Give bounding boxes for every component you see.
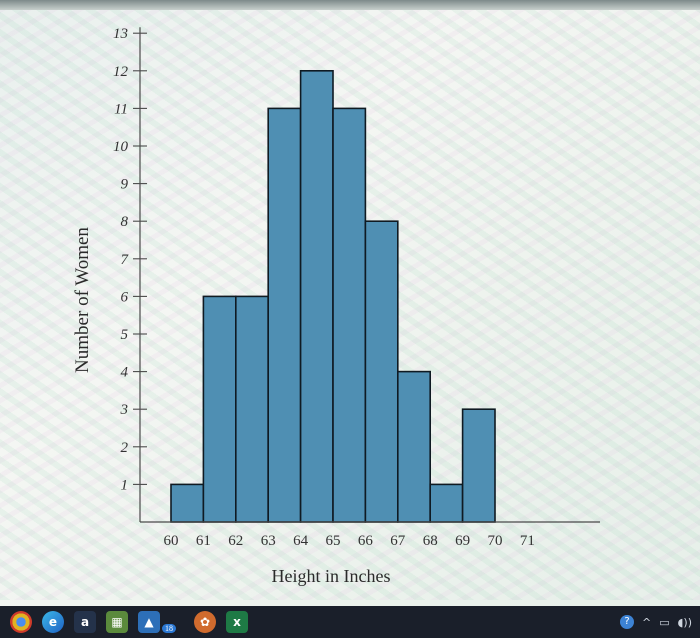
histogram-bar-68-69 (429, 483, 464, 523)
y-tick-label: 10 (113, 139, 129, 155)
histogram-bar-66-67 (364, 220, 399, 523)
y-tick-label: 2 (121, 440, 129, 456)
x-tick-label: 68 (423, 533, 438, 549)
y-tick-label: 8 (121, 214, 129, 230)
histogram-bar-65-66 (332, 107, 367, 523)
y-tick-label: 1 (121, 477, 129, 493)
x-tick-label: 61 (196, 533, 211, 549)
y-tick-label: 13 (113, 26, 128, 42)
speaker-icon[interactable]: ◖)) (677, 615, 692, 629)
photos-icon[interactable]: ▲ (138, 611, 160, 633)
y-tick-label: 9 (121, 177, 129, 193)
excel-icon[interactable]: x (226, 611, 248, 633)
y-tick-label: 11 (114, 101, 128, 117)
y-tick-label: 6 (121, 289, 129, 305)
x-tick-label: 70 (488, 533, 503, 549)
x-tick-label: 66 (358, 533, 374, 549)
x-tick-label: 71 (520, 533, 535, 549)
x-ticks-group: 60 61 62 63 64 65 66 67 68 69 70 71 (164, 533, 535, 549)
histogram-bar-61-62 (202, 295, 237, 523)
x-tick-label: 69 (455, 533, 470, 549)
minecraft-icon[interactable]: ▦ (106, 611, 128, 633)
system-tray: ? ^ ▭ ◖)) (619, 615, 700, 629)
y-tick-label: 12 (113, 64, 129, 80)
help-icon[interactable]: ? (619, 615, 634, 629)
taskbar-apps: e a ▦ ▲ 18 ✿ x (0, 611, 248, 633)
badge-icon[interactable]: ✿ (194, 611, 216, 633)
x-tick-label: 67 (390, 533, 406, 549)
edge-icon[interactable]: e (42, 611, 64, 633)
notification-badge: 18 (162, 623, 176, 633)
histogram-bar-60-61 (170, 483, 205, 523)
histogram-bar-62-63 (235, 295, 270, 523)
chevron-up-icon[interactable]: ^ (641, 615, 652, 629)
x-tick-label: 62 (228, 533, 243, 549)
histogram-bar-69-70 (461, 408, 496, 523)
bars-group (170, 70, 496, 523)
taskbar: e a ▦ ▲ 18 ✿ x ? ^ ▭ ◖)) (0, 606, 700, 638)
y-tick-label: 3 (120, 402, 129, 418)
monitor-bezel-top (0, 0, 700, 10)
y-tick-label: 5 (121, 327, 129, 343)
battery-icon[interactable]: ▭ (659, 615, 670, 629)
chrome-icon[interactable] (10, 611, 32, 633)
histogram-bar-67-68 (396, 370, 431, 523)
axes-group (139, 27, 600, 523)
x-tick-label: 65 (326, 533, 341, 549)
histogram-bar-63-64 (267, 107, 302, 523)
y-tick-label: 4 (121, 365, 129, 381)
y-axis-label: Number of Women (72, 227, 93, 373)
histogram-bar-64-65 (299, 70, 334, 523)
x-tick-label: 63 (261, 533, 276, 549)
y-tick-label: 7 (121, 252, 130, 268)
x-tick-label: 64 (293, 533, 309, 549)
amazon-icon[interactable]: a (74, 611, 96, 633)
x-tick-label: 60 (164, 533, 179, 549)
x-axis-label: Height in Inches (272, 566, 391, 586)
